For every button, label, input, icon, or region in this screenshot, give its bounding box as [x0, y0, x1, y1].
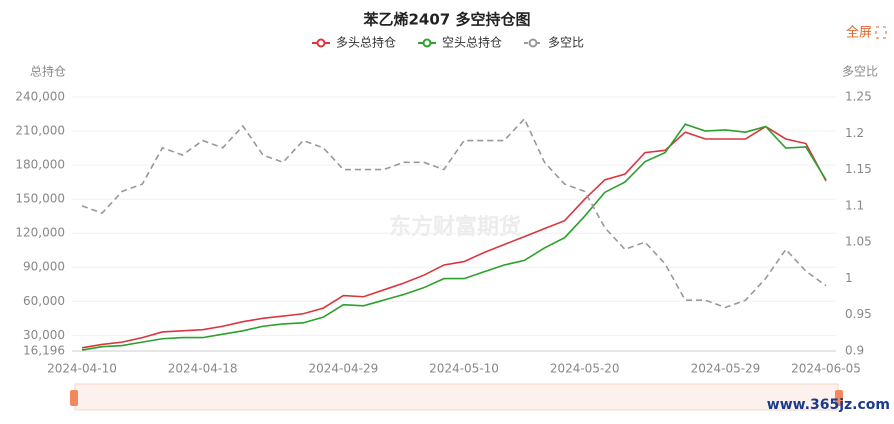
fullscreen-button[interactable]: 全屏	[846, 25, 872, 41]
y-tick-label: 120,000	[15, 226, 65, 240]
legend-marker	[316, 38, 326, 48]
zoom-handle[interactable]	[70, 390, 78, 406]
y-tick-label: 60,000	[23, 294, 65, 308]
zoom-handle[interactable]	[835, 390, 843, 406]
y2-tick-label: 1	[845, 271, 853, 285]
y2-tick-label: 0.9	[845, 344, 864, 358]
x-tick-label: 2024-04-18	[168, 362, 238, 376]
y2-tick-label: 1.15	[845, 162, 872, 176]
x-tick-label: 2024-04-29	[309, 362, 379, 376]
watermark: 东方财富期货	[389, 214, 521, 240]
y-tick-label: 210,000	[15, 124, 65, 138]
y-tick-label: 150,000	[15, 192, 65, 206]
y-tick-label: 30,000	[23, 328, 65, 342]
y-tick-label: 180,000	[15, 158, 65, 172]
y-tick-label: 90,000	[23, 260, 65, 274]
legend-label[interactable]: 多头总持仓	[336, 35, 396, 50]
y2-tick-label: 1.2	[845, 126, 864, 140]
x-tick-label: 2024-04-10	[47, 362, 117, 376]
x-tick-label: 2024-06-05	[791, 362, 861, 376]
series-line	[81, 117, 827, 309]
x-tick-label: 2024-05-10	[429, 362, 499, 376]
x-tick-label: 2024-05-20	[550, 362, 620, 376]
y2-tick-label: 1.25	[845, 90, 872, 104]
y2-tick-label: 1.1	[845, 198, 864, 212]
data-zoom[interactable]	[74, 383, 839, 411]
y2-tick-label: 1.05	[845, 235, 872, 249]
series-line	[81, 125, 827, 349]
chart-title: 苯乙烯2407 多空持仓图	[363, 11, 531, 29]
y2-tick-label: 0.95	[845, 307, 872, 321]
legend-label[interactable]: 多空比	[548, 36, 584, 50]
legend-marker	[528, 38, 538, 48]
legend-label[interactable]: 空头总持仓	[442, 35, 502, 50]
y-tick-label: 16,196	[23, 344, 65, 358]
fullscreen-icon[interactable]	[875, 26, 887, 39]
series-line	[81, 123, 827, 351]
site-watermark: www.365jz.com	[767, 397, 890, 413]
x-tick-label: 2024-05-29	[691, 362, 761, 376]
y2-axis-label: 多空比	[842, 65, 878, 79]
legend-marker	[422, 38, 432, 48]
y-axis-label: 总持仓	[30, 64, 66, 79]
y-tick-label: 240,000	[15, 90, 65, 104]
